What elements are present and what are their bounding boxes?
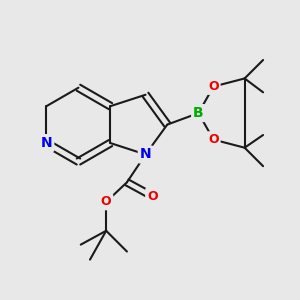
- Text: N: N: [41, 136, 52, 150]
- Text: O: O: [208, 80, 219, 93]
- Text: B: B: [193, 106, 204, 120]
- Text: O: O: [147, 190, 158, 203]
- Text: O: O: [208, 133, 219, 146]
- Text: O: O: [101, 195, 112, 208]
- Text: N: N: [140, 148, 152, 161]
